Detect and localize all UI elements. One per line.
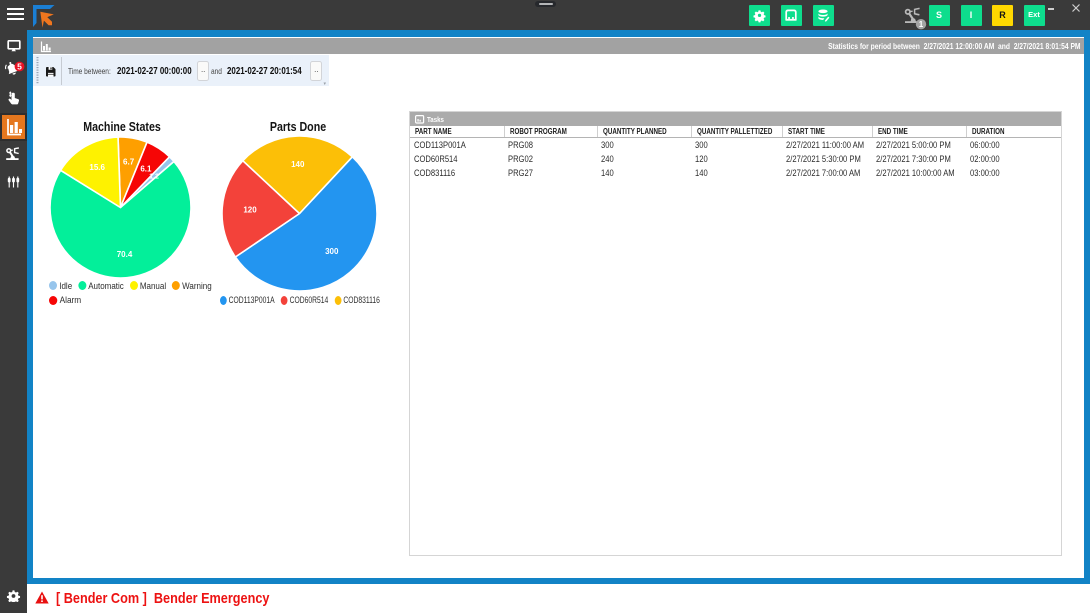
svg-text:6.1: 6.1: [140, 165, 152, 174]
svg-text:140: 140: [291, 160, 305, 169]
svg-text:120: 120: [243, 206, 257, 215]
svg-text:300: 300: [325, 247, 339, 256]
svg-text:1: 1: [919, 20, 924, 29]
svg-text:1.2: 1.2: [149, 173, 159, 180]
svg-text:6.7: 6.7: [123, 158, 135, 167]
svg-text:15.6: 15.6: [89, 163, 105, 172]
svg-text:70.4: 70.4: [117, 250, 133, 259]
svg-text:5: 5: [17, 62, 22, 72]
